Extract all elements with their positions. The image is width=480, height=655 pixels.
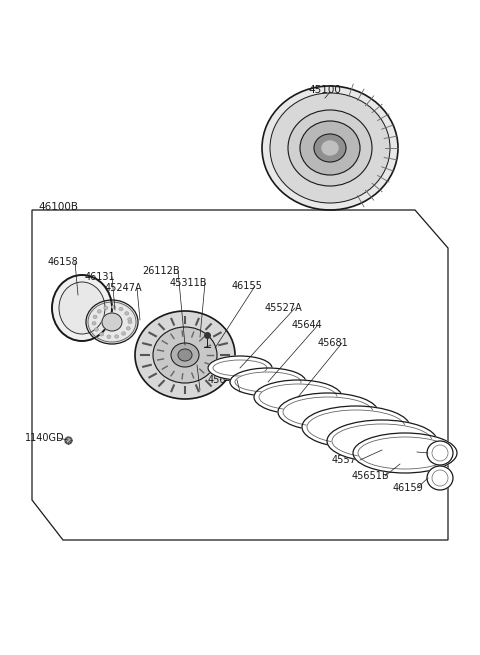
Ellipse shape [322, 141, 338, 155]
Ellipse shape [153, 327, 217, 383]
Text: 1140GD: 1140GD [25, 433, 65, 443]
Text: 46159: 46159 [393, 447, 424, 457]
Ellipse shape [59, 282, 105, 334]
Ellipse shape [171, 343, 199, 367]
Ellipse shape [270, 93, 390, 203]
Ellipse shape [97, 310, 101, 313]
Text: 26112B: 26112B [142, 266, 180, 276]
Text: 45643C: 45643C [208, 375, 245, 385]
Text: 45577A: 45577A [332, 455, 370, 465]
Text: 46158: 46158 [48, 257, 79, 267]
Ellipse shape [283, 397, 373, 427]
Ellipse shape [427, 441, 453, 465]
Ellipse shape [52, 275, 112, 341]
Text: 46159: 46159 [393, 483, 424, 493]
Ellipse shape [95, 328, 98, 331]
Text: 45681: 45681 [318, 338, 349, 348]
Ellipse shape [353, 433, 457, 473]
Text: 46155: 46155 [232, 281, 263, 291]
Ellipse shape [125, 312, 129, 315]
Text: 46100B: 46100B [38, 202, 78, 212]
Ellipse shape [213, 360, 267, 376]
Ellipse shape [307, 410, 405, 444]
Ellipse shape [327, 420, 437, 462]
Ellipse shape [121, 331, 126, 335]
Ellipse shape [135, 311, 235, 399]
Text: 46131: 46131 [85, 272, 116, 282]
Text: 46111A: 46111A [170, 360, 207, 370]
Ellipse shape [92, 322, 96, 325]
Ellipse shape [432, 445, 448, 461]
Ellipse shape [86, 300, 138, 344]
Ellipse shape [288, 110, 372, 186]
Ellipse shape [100, 333, 104, 336]
Ellipse shape [230, 368, 306, 396]
Ellipse shape [119, 307, 123, 310]
Ellipse shape [332, 424, 432, 458]
Ellipse shape [235, 372, 301, 392]
Ellipse shape [302, 406, 410, 448]
Ellipse shape [107, 335, 111, 339]
Text: 45527A: 45527A [265, 303, 303, 313]
Ellipse shape [314, 134, 346, 162]
Ellipse shape [115, 335, 119, 338]
Text: 45247A: 45247A [105, 283, 143, 293]
Ellipse shape [278, 393, 378, 431]
Ellipse shape [259, 384, 337, 410]
Ellipse shape [111, 305, 116, 309]
Ellipse shape [104, 306, 108, 310]
Ellipse shape [358, 437, 452, 469]
Text: 45651B: 45651B [352, 471, 390, 481]
Ellipse shape [93, 315, 97, 318]
Ellipse shape [102, 313, 122, 331]
Ellipse shape [128, 320, 132, 324]
Ellipse shape [262, 86, 398, 210]
Text: 45311B: 45311B [170, 278, 207, 288]
Ellipse shape [126, 327, 130, 330]
Ellipse shape [254, 380, 342, 414]
Text: 45100: 45100 [308, 85, 341, 95]
Ellipse shape [427, 466, 453, 490]
Ellipse shape [178, 349, 192, 361]
Ellipse shape [208, 356, 272, 380]
Ellipse shape [300, 121, 360, 175]
Ellipse shape [128, 318, 132, 321]
Text: 45644: 45644 [292, 320, 323, 330]
Ellipse shape [432, 470, 448, 486]
